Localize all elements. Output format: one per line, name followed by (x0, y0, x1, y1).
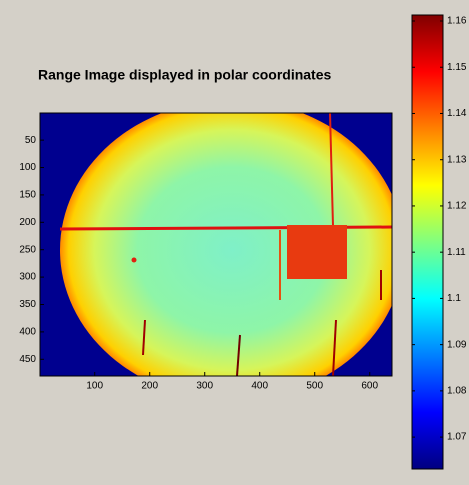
x-tick-label: 200 (141, 381, 158, 392)
y-tick-label: 350 (19, 299, 36, 310)
x-tick-label: 400 (251, 381, 268, 392)
colorbar-tick-label: 1.16 (447, 16, 467, 27)
x-tick-label: 600 (361, 381, 378, 392)
y-tick-label: 400 (19, 327, 36, 338)
colorbar-tick-label: 1.11 (447, 247, 466, 258)
y-tick-label: 250 (19, 244, 36, 255)
y-tick-label: 50 (25, 135, 37, 146)
colorbar-tick-label: 1.12 (447, 201, 467, 212)
y-tick-label: 100 (19, 162, 36, 173)
y-tick-label: 200 (19, 217, 36, 228)
axes-box (39, 112, 393, 377)
x-tick-label: 100 (86, 381, 103, 392)
colorbar (411, 14, 444, 470)
image (40, 113, 392, 376)
x-tick-label: 300 (196, 381, 213, 392)
colorbar-tick-label: 1.13 (447, 154, 467, 165)
colorbar-tick-label: 1.14 (447, 108, 467, 119)
colorbar-tick-label: 1.08 (447, 386, 467, 397)
chart-title: Range Image displayed in polar coordinat… (38, 67, 332, 83)
colorbar-tick-label: 1.07 (447, 432, 467, 443)
y-tick-label: 150 (19, 190, 36, 201)
y-tick-label: 450 (19, 354, 36, 365)
y-tick-label: 300 (19, 272, 36, 283)
colorbar-tick-label: 1.09 (447, 339, 467, 350)
colorbar-tick-label: 1.15 (447, 62, 467, 73)
colorbar-tick-label: 1.1 (447, 293, 461, 304)
x-tick-label: 500 (306, 381, 323, 392)
